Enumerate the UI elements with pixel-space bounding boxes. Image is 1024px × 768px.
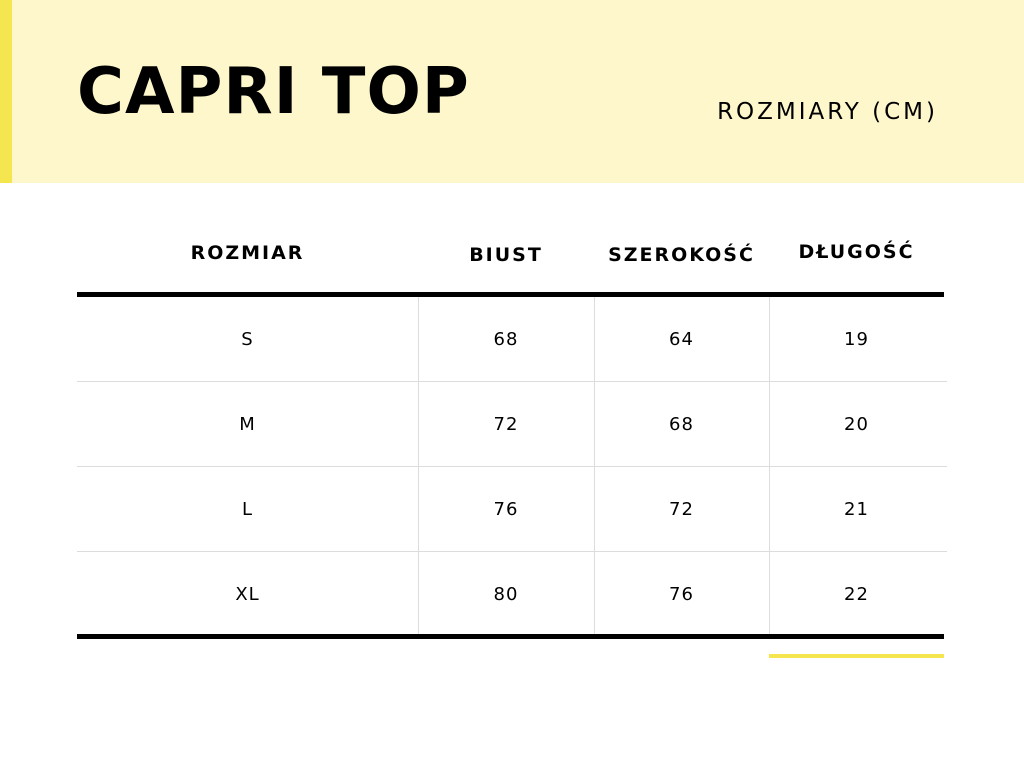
table-top-rule: [77, 292, 944, 297]
table-cell: 68: [493, 329, 519, 350]
table-cell: S: [241, 329, 254, 350]
table-cell: 64: [669, 329, 694, 350]
table-cell: 76: [493, 499, 519, 520]
column-header-length: DŁUGOŚĆ: [798, 241, 915, 263]
table-cell: 19: [844, 329, 869, 350]
table-cell: M: [239, 414, 256, 435]
table-cell: L: [241, 499, 254, 520]
column-header-size: ROZMIAR: [190, 242, 305, 264]
table-bottom-rule: [77, 634, 944, 639]
header-band: [0, 0, 1024, 183]
table-cell: 21: [844, 499, 869, 520]
table-row: S 68 64 19: [77, 297, 947, 382]
table-cell: 72: [669, 499, 694, 520]
column-divider: [418, 297, 419, 637]
table-row: L 76 72 21: [77, 467, 947, 552]
table-cell: 68: [669, 414, 694, 435]
page-subtitle: ROZMIARY (CM): [717, 99, 938, 125]
column-header-bust: BIUST: [469, 244, 543, 266]
table-cell: 72: [493, 414, 519, 435]
table-row: XL 80 76 22: [77, 552, 947, 637]
accent-underline: [769, 654, 944, 658]
column-header-width: SZEROKOŚĆ: [608, 244, 755, 266]
table-cell: 80: [493, 584, 519, 605]
table-cell: 76: [669, 584, 694, 605]
table-cell: XL: [235, 584, 260, 605]
accent-stripe: [0, 0, 12, 183]
column-divider: [594, 297, 595, 637]
table-cell: 22: [844, 584, 869, 605]
page-title: CAPRI TOP: [77, 55, 470, 129]
table-row: M 72 68 20: [77, 382, 947, 467]
column-divider: [769, 297, 770, 637]
table-cell: 20: [844, 414, 869, 435]
